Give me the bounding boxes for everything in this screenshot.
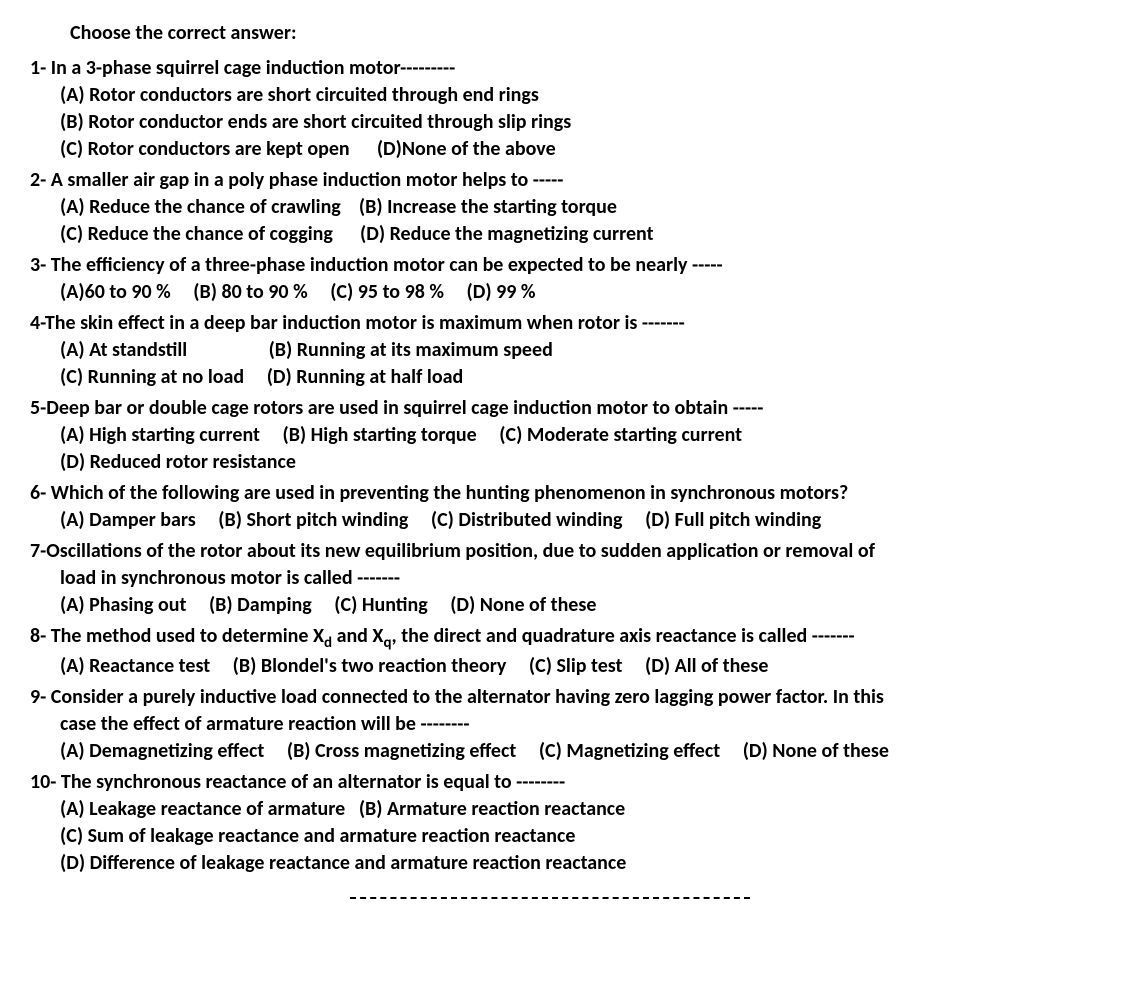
q6-options: (A) Damper bars (B) Short pitch winding … [30, 507, 1111, 534]
question-10: 10- The synchronous reactance of an alte… [30, 769, 1111, 877]
q8-option-c: (C) Slip test [529, 654, 623, 678]
q8-option-a: (A) Reactance test [60, 654, 210, 678]
q5-option-d: (D) Reduced rotor resistance [30, 449, 1111, 476]
divider-line [350, 897, 750, 899]
q1-option-d: (D)None of the above [377, 137, 556, 161]
q7-stem2: load in synchronous motor is called ----… [30, 565, 1111, 592]
q10-option-b: (B) Armature reaction reactance [359, 797, 625, 821]
q8-stem-post: , the direct and quadrature axis reactan… [392, 624, 855, 648]
q7-options: (A) Phasing out (B) Damping (C) Hunting … [30, 592, 1111, 619]
q10-option-a: (A) Leakage reactance of armature [60, 797, 345, 821]
question-7: 7-Oscillations of the rotor about its ne… [30, 538, 1111, 619]
q9-stem2: case the effect of armature reaction wil… [30, 711, 1111, 738]
q2-stem: 2- A smaller air gap in a poly phase ind… [30, 167, 1111, 194]
q8-sub-d: d [324, 634, 332, 652]
q8-options: (A) Reactance test (B) Blondel's two rea… [30, 653, 1111, 680]
q6-option-d: (D) Full pitch winding [645, 508, 821, 532]
q2-option-b: (B) Increase the starting torque [359, 195, 617, 219]
q10-stem: 10- The synchronous reactance of an alte… [30, 769, 1111, 796]
q4-option-c: (C) Running at no load [60, 365, 244, 389]
q6-stem: 6- Which of the following are used in pr… [30, 480, 1111, 507]
q10-options-ab: (A) Leakage reactance of armature (B) Ar… [30, 796, 1111, 823]
q4-stem: 4-The skin effect in a deep bar inductio… [30, 310, 1111, 337]
q4-option-a: (A) At standstill [60, 338, 187, 362]
question-6: 6- Which of the following are used in pr… [30, 480, 1111, 534]
q2-options-cd: (C) Reduce the chance of cogging (D) Red… [30, 221, 1111, 248]
q7-stem1: 7-Oscillations of the rotor about its ne… [30, 538, 1111, 565]
q6-option-a: (A) Damper bars [60, 508, 196, 532]
q2-option-a: (A) Reduce the chance of crawling [60, 195, 341, 219]
question-5: 5-Deep bar or double cage rotors are use… [30, 395, 1111, 476]
q3-options: (A)60 to 90 % (B) 80 to 90 % (C) 95 to 9… [30, 279, 1111, 306]
q6-option-b: (B) Short pitch winding [218, 508, 408, 532]
q1-options-cd: (C) Rotor conductors are kept open (D)No… [30, 136, 1111, 163]
q10-option-d: (D) Difference of leakage reactance and … [30, 850, 1111, 877]
q4-option-d: (D) Running at half load [267, 365, 463, 389]
q7-option-b: (B) Damping [209, 593, 312, 617]
q9-options: (A) Demagnetizing effect (B) Cross magne… [30, 738, 1111, 765]
q4-options-cd: (C) Running at no load (D) Running at ha… [30, 364, 1111, 391]
question-2: 2- A smaller air gap in a poly phase ind… [30, 167, 1111, 248]
q8-sub-q: q [383, 634, 391, 652]
q9-option-d: (D) None of these [743, 739, 889, 763]
q3-option-c: (C) 95 to 98 % [330, 280, 444, 304]
q5-options-abc: (A) High starting current (B) High start… [30, 422, 1111, 449]
question-1: 1- In a 3-phase squirrel cage induction … [30, 55, 1111, 163]
q2-options-ab: (A) Reduce the chance of crawling (B) In… [30, 194, 1111, 221]
question-4: 4-The skin effect in a deep bar inductio… [30, 310, 1111, 391]
q5-option-c: (C) Moderate starting current [499, 423, 742, 447]
q7-option-a: (A) Phasing out [60, 593, 186, 617]
q5-option-a: (A) High starting current [60, 423, 260, 447]
q5-stem: 5-Deep bar or double cage rotors are use… [30, 395, 1111, 422]
q2-option-c: (C) Reduce the chance of cogging [60, 222, 333, 246]
heading: Choose the correct answer: [70, 20, 1111, 47]
q9-option-c: (C) Magnetizing effect [539, 739, 720, 763]
q9-option-b: (B) Cross magnetizing effect [287, 739, 516, 763]
q8-option-d: (D) All of these [645, 654, 768, 678]
q3-option-a: (A)60 to 90 % [60, 280, 171, 304]
q6-option-c: (C) Distributed winding [431, 508, 623, 532]
question-3: 3- The efficiency of a three-phase induc… [30, 252, 1111, 306]
q7-option-c: (C) Hunting [334, 593, 427, 617]
q1-stem: 1- In a 3-phase squirrel cage induction … [30, 55, 1111, 82]
q3-stem: 3- The efficiency of a three-phase induc… [30, 252, 1111, 279]
question-8: 8- The method used to determine Xd and X… [30, 623, 1111, 680]
q1-option-c: (C) Rotor conductors are kept open [60, 137, 350, 161]
q8-option-b: (B) Blondel's two reaction theory [233, 654, 507, 678]
q2-option-d: (D) Reduce the magnetizing current [360, 222, 654, 246]
q7-option-d: (D) None of these [450, 593, 596, 617]
q3-option-b: (B) 80 to 90 % [193, 280, 307, 304]
q1-option-a: (A) Rotor conductors are short circuited… [30, 82, 1111, 109]
q8-stem-mid: and X [332, 624, 383, 648]
q9-stem1: 9- Consider a purely inductive load conn… [30, 684, 1111, 711]
q5-option-b: (B) High starting torque [282, 423, 476, 447]
q1-option-b: (B) Rotor conductor ends are short circu… [30, 109, 1111, 136]
q8-stem: 8- The method used to determine Xd and X… [30, 623, 1111, 653]
q3-option-d: (D) 99 % [466, 280, 535, 304]
q4-options-ab: (A) At standstill (B) Running at its max… [30, 337, 1111, 364]
q4-option-b: (B) Running at its maximum speed [269, 338, 553, 362]
question-9: 9- Consider a purely inductive load conn… [30, 684, 1111, 765]
q9-option-a: (A) Demagnetizing effect [60, 739, 264, 763]
q10-option-c: (C) Sum of leakage reactance and armatur… [30, 823, 1111, 850]
q8-stem-pre: 8- The method used to determine X [30, 624, 324, 648]
